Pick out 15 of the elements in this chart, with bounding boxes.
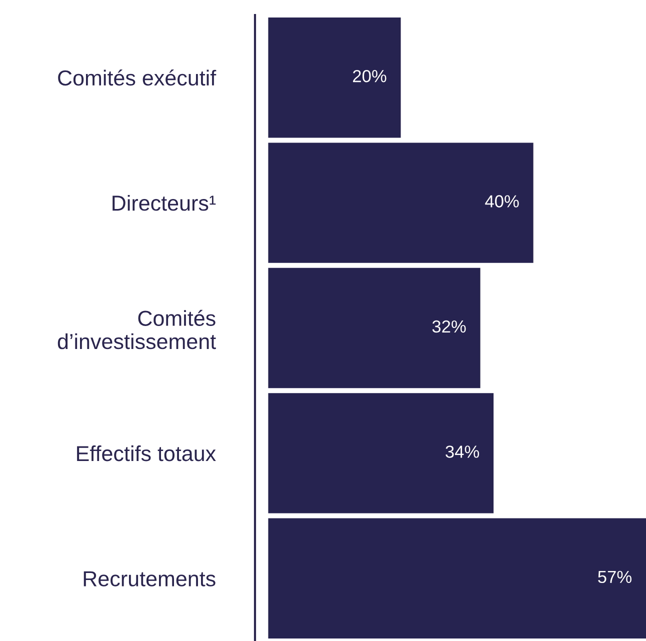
bar (268, 393, 494, 514)
y-tick-label: Directeurs¹ (112, 195, 216, 211)
data-label: 57% (598, 570, 632, 584)
bar (268, 18, 401, 138)
y-tick-label: Comités d’investissement (58, 310, 216, 350)
y-tick-label: Recrutements (84, 571, 216, 586)
y-tick-label: Effectifs totaux (77, 445, 216, 462)
data-label: 20% (353, 70, 386, 82)
bar (268, 518, 646, 638)
bar (268, 142, 534, 263)
data-label: 40% (485, 195, 519, 208)
data-label: 34% (446, 446, 480, 458)
bar (268, 268, 480, 388)
data-label: 32% (432, 320, 466, 333)
y-tick-label: Comités exécutif (58, 70, 216, 86)
